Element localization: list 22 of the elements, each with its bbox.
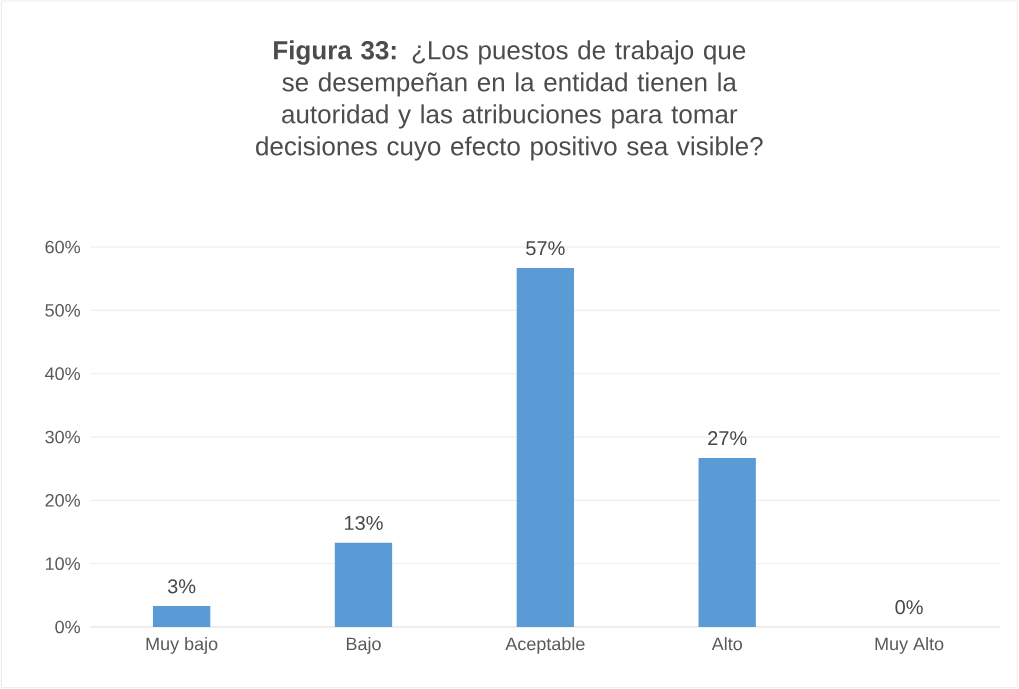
y-tick-label: 60% <box>45 240 80 254</box>
x-tick-label: Muy Alto <box>875 637 944 654</box>
x-tick-label: Alto <box>711 637 742 651</box>
y-tick-label: 40% <box>45 367 80 381</box>
x-tick-label: Muy bajo <box>146 637 218 654</box>
bar <box>334 542 393 627</box>
x-tick-label: Bajo <box>346 637 381 654</box>
y-tick-label: 10% <box>45 557 80 571</box>
data-label: 57% <box>526 241 565 256</box>
y-tick-label: 50% <box>45 303 80 317</box>
y-tick-label: 0% <box>55 620 80 634</box>
data-label: 13% <box>344 515 383 531</box>
bar <box>698 457 756 627</box>
data-label: 27% <box>708 431 747 446</box>
data-label: 0% <box>895 600 923 615</box>
data-label: 3% <box>167 579 196 594</box>
bar <box>152 606 211 627</box>
y-tick-label: 30% <box>45 430 80 444</box>
x-tick-label: Aceptable <box>505 637 585 654</box>
chart-title: Figura 33: ¿Los puestos de trabajo que se desempeñan en la entidad tienen la autoridad y las atribuciones para tomar decisiones cuyo efecto positivo sea visible? <box>256 40 763 161</box>
bar <box>516 267 575 627</box>
y-tick-label: 20% <box>45 493 80 507</box>
